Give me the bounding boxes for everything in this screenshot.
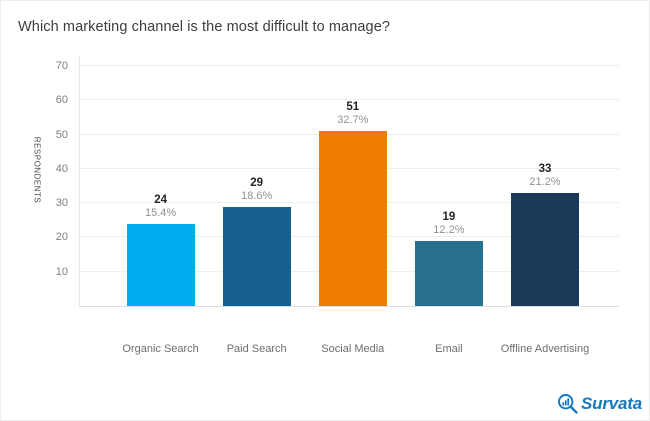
bar-social-media — [318, 131, 387, 306]
survata-logo[interactable]: Survata — [557, 393, 642, 415]
y-tick-label: 60 — [55, 94, 68, 107]
bar-percent: 32.7% — [337, 114, 369, 127]
bar-value-label: 33 21.2% — [500, 163, 590, 189]
x-axis-label: Offline Advertising — [500, 343, 590, 355]
y-tick-label: 20 — [55, 231, 68, 244]
bar-email — [414, 240, 483, 306]
y-tick-label: 50 — [55, 128, 68, 141]
x-axis-label: Social Media — [321, 343, 385, 355]
y-tick-label: 10 — [55, 265, 68, 278]
x-axis-label: Email — [435, 343, 463, 355]
gridline — [80, 99, 619, 101]
x-axis-label: Organic Search — [122, 343, 199, 355]
bar-value: 19 — [442, 210, 456, 223]
bar-value: 24 — [154, 193, 167, 206]
y-axis-title: RESPONDENTS — [32, 136, 42, 204]
bar-percent: 15.4% — [144, 206, 177, 219]
bar-value-label: 24 15.4% — [116, 194, 206, 220]
bar-percent: 18.6% — [241, 189, 273, 202]
bar-value-label: 29 18.6% — [212, 177, 302, 203]
bar-value-label: 19 12.2% — [404, 211, 494, 237]
bar-organic-search — [126, 223, 195, 306]
bar-offline-advertising — [511, 192, 579, 306]
bar-paid-search — [222, 206, 291, 306]
magnifier-bar-chart-icon — [557, 393, 579, 415]
bar-percent: 21.2% — [529, 175, 561, 188]
x-axis-label: Paid Search — [226, 343, 287, 355]
bar-value: 33 — [538, 162, 552, 175]
chart-title: Which marketing channel is the most diff… — [18, 19, 391, 35]
bar-percent: 12.2% — [433, 223, 465, 236]
bar-value: 29 — [250, 176, 264, 189]
bar-value: 51 — [346, 101, 360, 114]
bar-value-label: 51 32.7% — [308, 101, 398, 127]
logo-text: Survata — [581, 394, 642, 413]
y-tick-label: 30 — [55, 197, 68, 210]
gridline — [80, 65, 619, 66]
y-tick-label: 40 — [55, 162, 68, 175]
plot-area: 10 20 30 40 50 60 70 24 15.4% Organic Search 29 18.… — [56, 56, 619, 355]
y-tick-label: 70 — [55, 60, 68, 72]
